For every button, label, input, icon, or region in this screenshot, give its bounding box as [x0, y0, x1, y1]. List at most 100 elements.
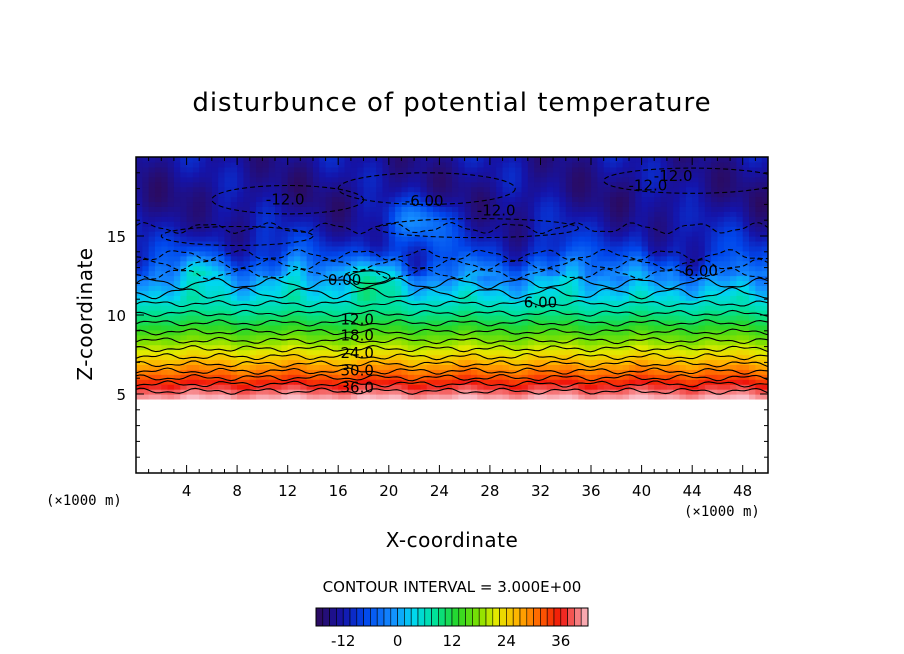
field-cell [350, 186, 358, 193]
field-cell [603, 196, 611, 203]
field-cell [306, 270, 314, 277]
field-cell [502, 324, 510, 331]
field-cell [591, 305, 598, 311]
field-cell [610, 226, 617, 232]
field-cell [243, 161, 251, 168]
field-cell [414, 181, 421, 188]
field-cell [755, 389, 763, 395]
field-cell [363, 389, 371, 395]
field-cell [755, 364, 763, 370]
field-cell [704, 349, 712, 356]
field-cell [363, 226, 371, 232]
field-cell [312, 166, 320, 173]
field-cell [211, 349, 219, 356]
field-cell [502, 364, 510, 370]
field-cell [312, 394, 320, 400]
field-cell [445, 265, 453, 272]
field-cell [211, 319, 219, 326]
field-cell [275, 379, 282, 385]
field-cell [249, 176, 257, 183]
field-cell [224, 329, 232, 336]
field-cell [426, 255, 434, 262]
field-cell [534, 319, 542, 326]
field-cell [749, 265, 756, 272]
field-cell [167, 186, 175, 193]
field-cell [401, 260, 409, 267]
field-cell [717, 364, 725, 370]
field-cell [268, 285, 276, 291]
field-cell [452, 216, 459, 222]
field-cell [173, 245, 181, 252]
field-cell [325, 176, 333, 183]
field-cell [338, 379, 346, 385]
field-cell [452, 171, 459, 178]
field-cell [395, 315, 403, 321]
field-cell [641, 216, 649, 222]
field-cell [243, 240, 251, 247]
field-cell [704, 260, 712, 267]
field-cell [186, 260, 194, 267]
field-cell [584, 369, 592, 375]
field-cell [616, 275, 624, 282]
field-cell [249, 260, 257, 267]
field-cell [382, 181, 390, 188]
field-cell [154, 389, 162, 395]
field-cell [407, 171, 415, 178]
field-cell [230, 315, 238, 321]
field-cell [660, 315, 668, 321]
field-cell [540, 280, 548, 286]
field-cell [527, 275, 535, 282]
field-cell [711, 315, 719, 321]
field-cell [180, 329, 188, 336]
field-cell [685, 359, 693, 365]
x-axis-ticks: 4 8 12 16 20 24 28 32 36 40 44 48 [148, 157, 756, 500]
field-cell [654, 260, 662, 267]
field-cell [660, 359, 668, 365]
field-cell [262, 265, 270, 272]
field-cell [527, 201, 535, 207]
field-cell [148, 329, 156, 336]
field-cell [249, 329, 257, 336]
field-cell [654, 176, 662, 183]
field-cell [742, 186, 750, 193]
field-cell [199, 191, 207, 198]
field-cell [161, 206, 169, 212]
field-cell [603, 171, 611, 178]
field-cell [496, 374, 504, 380]
field-cell [464, 236, 472, 242]
field-cell [717, 221, 725, 227]
field-cell [711, 176, 719, 183]
field-cell [749, 295, 756, 301]
field-cell [628, 196, 636, 203]
field-cell [167, 364, 175, 370]
field-cell [243, 290, 251, 296]
field-cell [287, 275, 295, 282]
field-cell [161, 339, 169, 346]
field-cell [142, 240, 150, 247]
field-cell [161, 364, 169, 370]
field-cell [502, 236, 510, 242]
field-cell [508, 201, 516, 207]
field-cell [142, 315, 150, 321]
field-cell [249, 364, 257, 370]
field-cell [249, 300, 257, 306]
field-cell [331, 270, 339, 277]
field-cell [281, 176, 289, 183]
field-cell [578, 394, 586, 400]
field-cell [445, 285, 453, 291]
field-cell [268, 191, 276, 198]
field-cell [142, 245, 150, 252]
field-cell [673, 315, 681, 321]
field-cell [647, 161, 655, 168]
field-cell [755, 394, 763, 400]
field-cell [635, 339, 643, 346]
field-cell [470, 339, 478, 346]
field-cell [508, 329, 516, 336]
field-cell [142, 349, 150, 356]
field-cell [572, 196, 579, 203]
field-cell [628, 290, 636, 296]
field-cell [578, 310, 586, 316]
field-cell [237, 394, 245, 400]
field-cell [167, 201, 175, 207]
field-cell [761, 226, 768, 232]
